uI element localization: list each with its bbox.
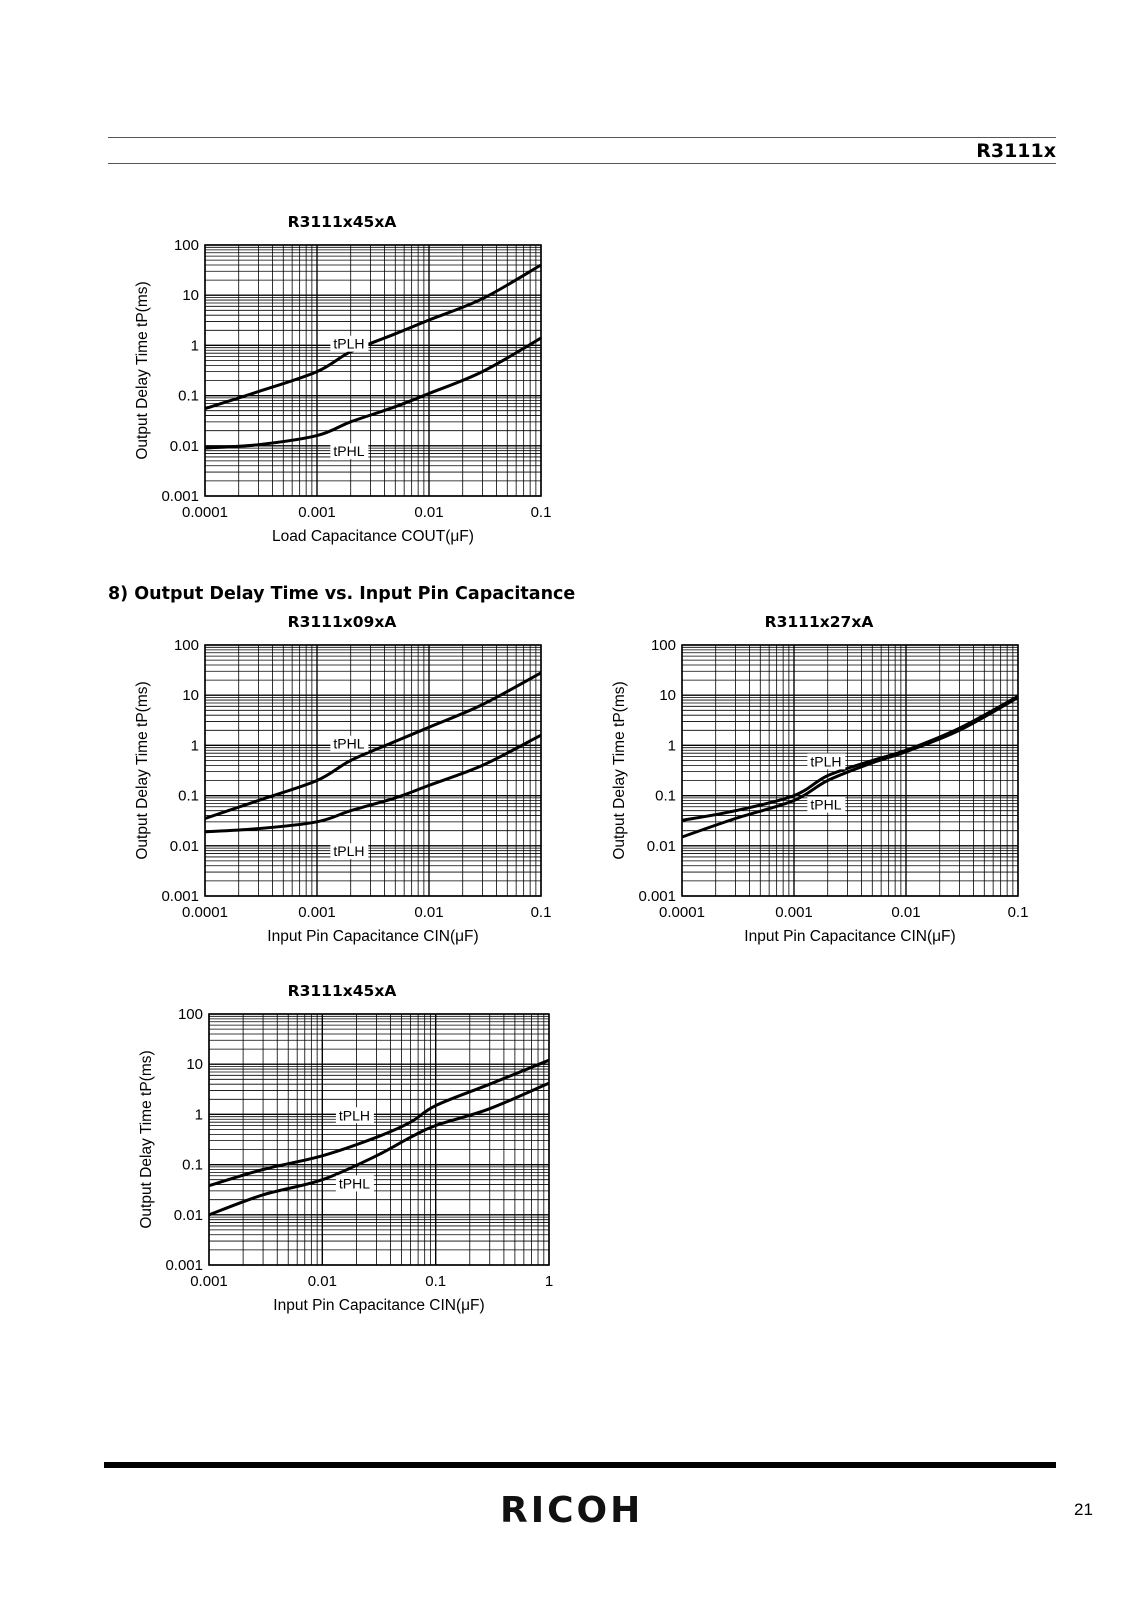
y-tick-label: 0.001 (165, 1257, 203, 1274)
x-tick-label: 0.001 (298, 504, 336, 521)
x-tick-label: 0.001 (298, 904, 336, 921)
series-label-bg (330, 335, 369, 352)
y-tick-label: 0.1 (178, 388, 199, 405)
y-tick-label: 0.1 (178, 788, 199, 805)
y-tick-label: 0.01 (647, 838, 676, 855)
y-tick-label: 0.1 (182, 1157, 203, 1174)
series-label-tplh: tPLH (333, 843, 364, 859)
x-tick-label: 1 (545, 1273, 553, 1290)
x-tick-label: 0.1 (1008, 904, 1029, 921)
y-axis-label: Output Delay Time tP(ms) (134, 281, 151, 459)
y-tick-label: 10 (659, 687, 676, 704)
x-tick-label: 0.1 (531, 504, 552, 521)
y-axis-label: Output Delay Time tP(ms) (138, 1050, 155, 1228)
y-tick-label: 0.001 (638, 888, 676, 905)
section-heading: 8) Output Delay Time vs. Input Pin Capac… (108, 584, 576, 604)
series-label-bg (330, 843, 369, 860)
grid (681, 644, 1019, 897)
series-label-tphl: tPHL (333, 736, 364, 752)
series-label-tphl: tPHL (333, 443, 364, 459)
document-code: R3111x (976, 140, 1056, 162)
series-line-tphl (681, 696, 1019, 839)
grid (208, 1013, 550, 1266)
y-tick-label: 10 (186, 1056, 203, 1073)
y-tick-label: 0.1 (655, 788, 676, 805)
chart-r3111x09xa: R3111x09xA 0.0001 0.001 0.01 0.1 0.001 0.01 0.… (134, 613, 552, 945)
plot-frame (208, 1013, 550, 1266)
series-line-tplh (204, 733, 542, 834)
series-label-bg (807, 753, 846, 770)
series-label-bg (335, 1107, 374, 1124)
series-line-tplh (208, 1058, 550, 1188)
chart-svg: 0.0001 0.001 0.01 0.10.0010.010.1110100Load… (134, 237, 552, 545)
y-tick-label: 1 (195, 1106, 203, 1123)
y-tick-label: 100 (174, 237, 199, 254)
footer-rule (104, 1462, 1056, 1468)
x-tick-label: 0.01 (891, 904, 920, 921)
grid (204, 644, 542, 897)
series-label-bg (330, 443, 369, 460)
series-line-tplh (204, 263, 542, 411)
y-tick-label: 0.001 (161, 488, 199, 505)
plot-frame (204, 244, 542, 497)
chart-title: R3111x09xA (287, 613, 397, 631)
y-tick-label: 10 (182, 687, 199, 704)
page-number: 21 (1074, 1500, 1093, 1519)
y-tick-label: 1 (191, 337, 199, 354)
plot-frame (681, 644, 1019, 897)
series-label-tplh: tPLH (333, 336, 364, 352)
series-line-tphl (208, 1081, 550, 1217)
series-label-bg (330, 735, 369, 752)
chart-svg: 0.0001 0.001 0.01 0.10.0010.010.1110100Inpu… (611, 637, 1029, 945)
x-tick-label: 0.0001 (659, 904, 705, 921)
y-tick-label: 0.01 (170, 438, 199, 455)
x-axis-label: Input Pin Capacitance CIN(μF) (273, 1297, 484, 1314)
y-tick-label: 1 (191, 737, 199, 754)
x-tick-label: 0.0001 (182, 904, 228, 921)
chart-svg: 0.001 0.01 0.1 1 0.001 0.01 0.1 1 10 100 Input Pin… (138, 1006, 553, 1314)
plot-frame (204, 644, 542, 897)
series-label-tphl: tPHL (339, 1175, 370, 1191)
x-axis-label: Input Pin Capacitance CIN(μF) (744, 928, 955, 945)
series-line-tphl (204, 671, 542, 820)
x-axis-label: Input Pin Capacitance CIN(μF) (267, 928, 478, 945)
chart-title: R3111x27xA (764, 613, 874, 631)
series-label-tplh: tPLH (810, 753, 841, 769)
x-tick-label: 0.001 (775, 904, 813, 921)
chart-title: R3111x45xA (287, 213, 397, 231)
series-label-bg (807, 796, 846, 813)
series-label-tphl: tPHL (810, 797, 841, 813)
y-axis-label: Output Delay Time tP(ms) (134, 681, 151, 859)
x-tick-label: 0.1 (425, 1273, 446, 1290)
chart-output-delay-vs-load-capacitance: R3111x45xA 0.0001 0.001 0.01 0.1 0.001 0.01 0.… (0, 0, 1132, 560)
chart-svg: 0.0001 0.001 0.01 0.10.0010.010.1110100Inpu… (134, 637, 552, 945)
y-tick-label: 0.001 (161, 888, 199, 905)
chart-r3111x45xa-input-pin: R3111x45xA 0.001 0.01 0.1 1 0.001 0.01 0.1 1 10 1… (138, 982, 553, 1314)
ricoh-logo: RICOH (500, 1490, 644, 1531)
x-tick-label: 0.01 (414, 504, 443, 521)
series-label-tplh: tPLH (339, 1107, 370, 1123)
y-tick-label: 10 (182, 287, 199, 304)
x-tick-label: 0.1 (531, 904, 552, 921)
series-line-tplh (681, 694, 1019, 822)
x-axis-label: Load Capacitance COUT(μF) (272, 528, 474, 545)
y-tick-label: 1 (668, 737, 676, 754)
y-tick-label: 100 (174, 637, 199, 654)
chart-r3111x27xa: R3111x27xA 0.0001 0.001 0.01 0.1 0.001 0.01 0.… (611, 613, 1029, 945)
header-rule-top (108, 137, 1056, 138)
y-tick-label: 0.01 (174, 1207, 203, 1224)
x-tick-label: 0.01 (414, 904, 443, 921)
y-tick-label: 0.01 (170, 838, 199, 855)
header-rule-bottom (108, 163, 1056, 164)
x-tick-label: 0.001 (190, 1273, 228, 1290)
x-tick-label: 0.0001 (182, 504, 228, 521)
x-tick-label: 0.01 (308, 1273, 337, 1290)
y-tick-label: 100 (178, 1006, 203, 1023)
series-line-tphl (204, 336, 542, 450)
chart-title: R3111x45xA (287, 982, 397, 1000)
y-tick-label: 100 (651, 637, 676, 654)
y-axis-label: Output Delay Time tP(ms) (611, 681, 628, 859)
series-label-bg (335, 1175, 374, 1192)
